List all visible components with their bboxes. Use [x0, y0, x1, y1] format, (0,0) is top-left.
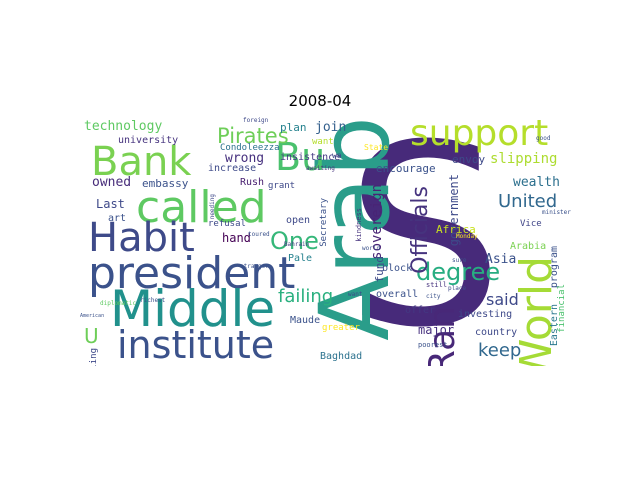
cloud-word: failing — [278, 286, 334, 307]
cloud-word: want — [348, 291, 363, 298]
cloud-word: Monday — [456, 233, 478, 240]
cloud-word: poorest — [418, 341, 448, 349]
cloud-word: Middle — [110, 280, 276, 338]
cloud-word: Arabia — [510, 241, 547, 252]
cloud-word: richest — [140, 297, 166, 304]
cloud-word: greater — [322, 323, 360, 333]
cloud-word: slipping — [490, 151, 558, 167]
cloud-word: State — [364, 143, 389, 152]
cloud-word: hand — [222, 231, 251, 245]
cloud-word: said — [486, 290, 519, 309]
cloud-word: encourage — [376, 162, 436, 175]
cloud-word: needing — [209, 194, 216, 220]
cloud-word: increase — [208, 163, 257, 174]
cloud-word: Bank — [91, 139, 192, 185]
cloud-word: open — [286, 215, 311, 226]
cloud-word: university — [118, 135, 179, 146]
cloud-word: wrong — [225, 151, 265, 166]
cloud-word: Maude — [290, 315, 321, 326]
cloud-word: major — [418, 323, 455, 337]
cloud-word: diplomatic — [100, 300, 137, 307]
cloud-word: world — [362, 245, 381, 252]
cloud-word: Rush — [240, 177, 265, 188]
cloud-word: stranger — [240, 263, 269, 270]
cloud-word: country — [475, 327, 518, 338]
cloud-word: degree — [416, 258, 501, 286]
cloud-word: stumbling — [89, 348, 99, 366]
cloud-word: Pirates — [217, 124, 289, 148]
cloud-word: kindness — [355, 208, 363, 242]
cloud-word: offer — [405, 305, 436, 316]
cloud-word: support — [410, 116, 549, 154]
cloud-word: good — [536, 135, 551, 142]
cloud-word: U — [84, 324, 99, 348]
cloud-word: Bahrain — [284, 241, 310, 248]
cloud-word: S — [345, 116, 504, 366]
cloud-word: want — [312, 137, 334, 147]
cloud-word: financial — [557, 284, 567, 333]
cloud-word: block — [382, 263, 413, 274]
cloud-word: Vice — [520, 219, 542, 229]
cloud-word: Bu — [275, 135, 326, 179]
cloud-word: keep — [478, 340, 522, 361]
cloud-word: envoy — [452, 153, 486, 166]
cloud-word: Habit — [88, 215, 195, 261]
cloud-word: called — [136, 182, 267, 233]
cloud-word: owned — [92, 175, 132, 190]
cloud-word: place — [448, 285, 467, 292]
cloud-word: sure — [452, 257, 467, 264]
cloud-word: Asia — [485, 252, 517, 267]
cloud-word: Condoleezza — [220, 143, 280, 153]
cloud-word: foreign — [243, 117, 269, 124]
cloud-word: institute — [117, 323, 275, 366]
cloud-word: wealth — [513, 175, 560, 190]
cloud-word: refusal — [208, 219, 246, 229]
cloud-word: Pale — [288, 253, 313, 264]
cloud-word: Africa — [436, 223, 476, 236]
cloud-word: awaiting — [306, 165, 335, 172]
cloud-word: still — [426, 281, 448, 289]
word-cloud: S Arab president Middle called institute Bank s… — [80, 116, 580, 366]
cloud-word: overall — [376, 289, 419, 300]
cloud-word: join — [315, 120, 347, 135]
cloud-word: One — [270, 227, 319, 255]
cloud-word: embassy — [142, 177, 189, 190]
cloud-word: plan — [280, 121, 307, 134]
cloud-word: technology — [84, 119, 163, 134]
cloud-word: Baghdad — [320, 351, 363, 362]
cloud-word: United — [498, 191, 558, 212]
cloud-word: insistence — [280, 152, 341, 163]
cloud-word: toured — [248, 231, 270, 238]
cloud-word: wa — [332, 151, 342, 160]
cloud-word: president — [88, 248, 296, 299]
cloud-word: American — [80, 313, 105, 319]
cloud-word: art — [108, 213, 127, 224]
cloud-word: Secretary — [319, 198, 329, 247]
cloud-word: program — [549, 246, 560, 289]
cloud-word: city — [426, 293, 441, 300]
cloud-word: Officials — [408, 186, 433, 274]
cloud-word: Last — [96, 197, 125, 211]
cloud-word: grant — [268, 181, 296, 191]
cloud-word: investing — [458, 309, 513, 320]
chart-title: 2008-04 — [288, 92, 352, 110]
cloud-word: minister — [542, 209, 571, 216]
